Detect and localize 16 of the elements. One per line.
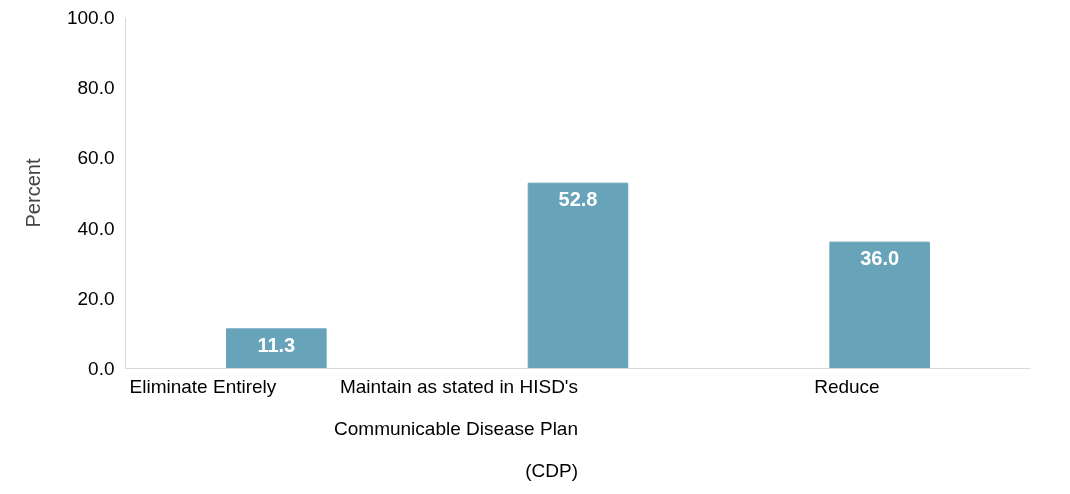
y-axis-title: Percent — [21, 158, 44, 228]
bar — [527, 182, 629, 369]
y-tick-label: 80.0 — [77, 77, 115, 99]
x-tick-label: Reduce — [814, 376, 880, 397]
y-tick-label: 20.0 — [77, 287, 115, 309]
y-tick-label: 100.0 — [66, 7, 115, 28]
bar — [829, 241, 930, 369]
x-tick-label: Eliminate Entirely — [129, 376, 277, 397]
data-label: 36.0 — [860, 246, 900, 269]
bar — [226, 328, 327, 369]
y-tick-label: 0.0 — [88, 358, 115, 379]
y-tick-label: 40.0 — [77, 217, 115, 239]
data-label: 52.8 — [558, 187, 598, 210]
category-label: Maintain as stated in HISD's Communicable Disease Plan (CDP) — [334, 376, 579, 481]
data-label: 11.3 — [257, 333, 296, 356]
y-tick-label: 60.0 — [77, 147, 115, 169]
